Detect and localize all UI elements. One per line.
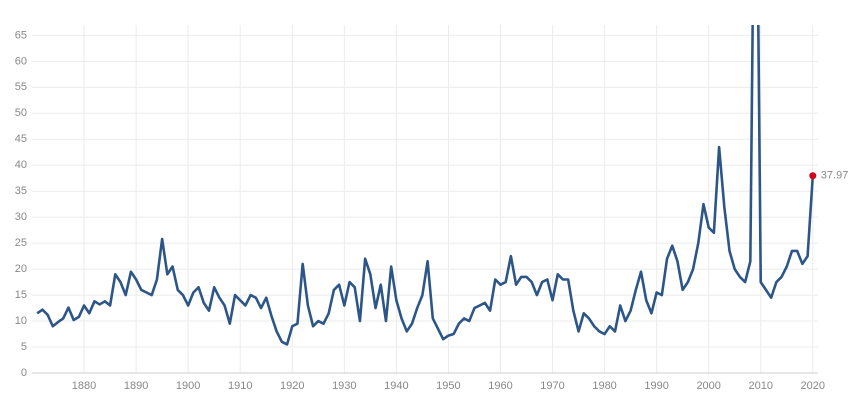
x-tick-label: 1900 xyxy=(176,380,200,392)
last-value-label: 37.97 xyxy=(821,170,849,182)
x-tick-label: 2020 xyxy=(801,380,825,392)
plot xyxy=(36,25,815,346)
x-tick-label: 2000 xyxy=(696,380,720,392)
y-tick-label: 5 xyxy=(21,341,27,353)
y-tick-label: 35 xyxy=(15,185,27,197)
y-tick-label: 60 xyxy=(15,55,27,67)
x-tick-label: 1910 xyxy=(228,380,252,392)
labels: 0 5 10 15 20 25 30 35 40 45 50 55 60 65 1880 1890 1900 19… xyxy=(15,29,849,392)
y-tick-label: 30 xyxy=(15,211,27,223)
x-tick-label: 1880 xyxy=(72,380,96,392)
y-tick-label: 10 xyxy=(15,315,27,327)
x-tick-label: 1950 xyxy=(436,380,460,392)
x-tick-label: 1930 xyxy=(332,380,356,392)
x-tick-label: 1980 xyxy=(592,380,616,392)
y-tick-label: 55 xyxy=(15,81,27,93)
y-tick-label: 25 xyxy=(15,237,27,249)
x-tick-label: 1990 xyxy=(644,380,668,392)
grid xyxy=(32,25,818,374)
series-line xyxy=(36,25,815,346)
x-tick-label: 1970 xyxy=(540,380,564,392)
x-tick-label: 1920 xyxy=(280,380,304,392)
x-tick-label: 1890 xyxy=(124,380,148,392)
last-point xyxy=(809,172,817,180)
y-tick-label: 50 xyxy=(15,107,27,119)
y-tick-label: 20 xyxy=(15,263,27,275)
x-tick-label: 2010 xyxy=(748,380,772,392)
y-tick-label: 65 xyxy=(15,29,27,41)
y-tick-label: 0 xyxy=(21,367,27,379)
y-tick-label: 40 xyxy=(15,159,27,171)
x-tick-label: 1940 xyxy=(384,380,408,392)
y-tick-label: 15 xyxy=(15,289,27,301)
y-tick-label: 45 xyxy=(15,133,27,145)
x-tick-label: 1960 xyxy=(488,380,512,392)
